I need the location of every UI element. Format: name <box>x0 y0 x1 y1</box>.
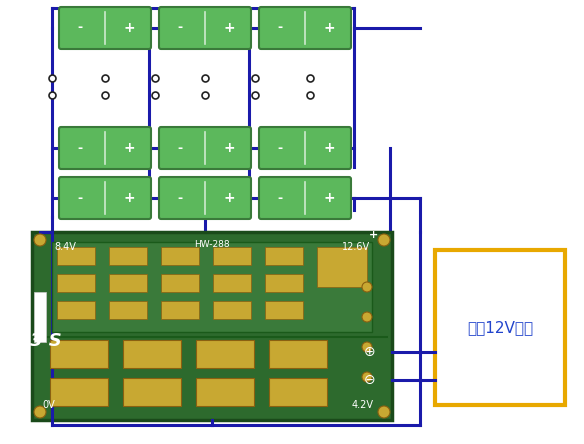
Circle shape <box>362 342 372 352</box>
Bar <box>109 301 147 319</box>
Bar <box>63 11 151 49</box>
Text: +: + <box>224 21 235 35</box>
Circle shape <box>362 282 372 292</box>
Bar <box>163 181 251 219</box>
Bar <box>50 378 108 406</box>
Bar <box>263 181 351 219</box>
Circle shape <box>34 406 46 418</box>
Bar <box>435 250 565 405</box>
Text: +: + <box>324 191 335 205</box>
Bar <box>213 247 251 265</box>
Text: HW-288: HW-288 <box>194 240 230 249</box>
Bar <box>263 131 351 169</box>
Bar <box>161 247 199 265</box>
Text: -: - <box>78 191 83 205</box>
Text: -: - <box>178 142 183 155</box>
Text: +: + <box>324 141 335 155</box>
Text: +: + <box>224 141 235 155</box>
Circle shape <box>34 234 46 246</box>
Bar <box>123 378 181 406</box>
Text: +: + <box>124 141 135 155</box>
Bar <box>109 247 147 265</box>
Bar <box>161 301 199 319</box>
Text: ⊕: ⊕ <box>364 345 376 359</box>
Bar <box>213 301 251 319</box>
Bar <box>213 274 251 292</box>
Circle shape <box>378 234 390 246</box>
FancyBboxPatch shape <box>59 177 151 219</box>
Text: 8.4V: 8.4V <box>54 242 76 252</box>
Bar <box>269 378 327 406</box>
Bar <box>32 232 392 420</box>
FancyBboxPatch shape <box>59 7 151 49</box>
Bar <box>265 247 303 265</box>
Bar <box>196 378 254 406</box>
Text: -: - <box>278 142 283 155</box>
FancyBboxPatch shape <box>259 127 351 169</box>
Bar <box>109 274 147 292</box>
Bar <box>269 340 327 368</box>
Text: -: - <box>178 21 183 35</box>
Text: +: + <box>324 21 335 35</box>
Text: 0V: 0V <box>42 400 55 410</box>
Bar <box>34 292 46 342</box>
Circle shape <box>362 372 372 382</box>
Text: +: + <box>124 21 135 35</box>
Bar <box>52 242 372 332</box>
Bar <box>63 181 151 219</box>
Text: +: + <box>124 191 135 205</box>
Bar <box>265 301 303 319</box>
Text: -: - <box>178 191 183 205</box>
FancyBboxPatch shape <box>159 177 251 219</box>
Text: +: + <box>224 191 235 205</box>
Text: -: - <box>278 191 283 205</box>
FancyBboxPatch shape <box>159 7 251 49</box>
Text: 直流12V电源: 直流12V电源 <box>467 320 533 335</box>
Bar <box>123 340 181 368</box>
Text: -: - <box>78 142 83 155</box>
Bar <box>50 340 108 368</box>
Bar <box>163 131 251 169</box>
Bar <box>161 274 199 292</box>
Text: +: + <box>369 230 378 240</box>
Bar <box>263 11 351 49</box>
FancyBboxPatch shape <box>59 127 151 169</box>
Bar <box>196 340 254 368</box>
FancyBboxPatch shape <box>159 127 251 169</box>
Bar <box>265 274 303 292</box>
Bar <box>57 301 95 319</box>
Text: 4.2V: 4.2V <box>352 400 374 410</box>
Circle shape <box>362 312 372 322</box>
FancyBboxPatch shape <box>259 7 351 49</box>
Circle shape <box>378 406 390 418</box>
Text: 12.6V: 12.6V <box>342 242 370 252</box>
Bar <box>63 131 151 169</box>
Text: 3 S: 3 S <box>30 332 62 350</box>
Bar <box>317 247 367 287</box>
Text: ⊖: ⊖ <box>364 373 376 387</box>
Bar <box>57 274 95 292</box>
Text: -: - <box>78 21 83 35</box>
Bar <box>57 247 95 265</box>
Bar <box>163 11 251 49</box>
Text: -: - <box>278 21 283 35</box>
FancyBboxPatch shape <box>259 177 351 219</box>
